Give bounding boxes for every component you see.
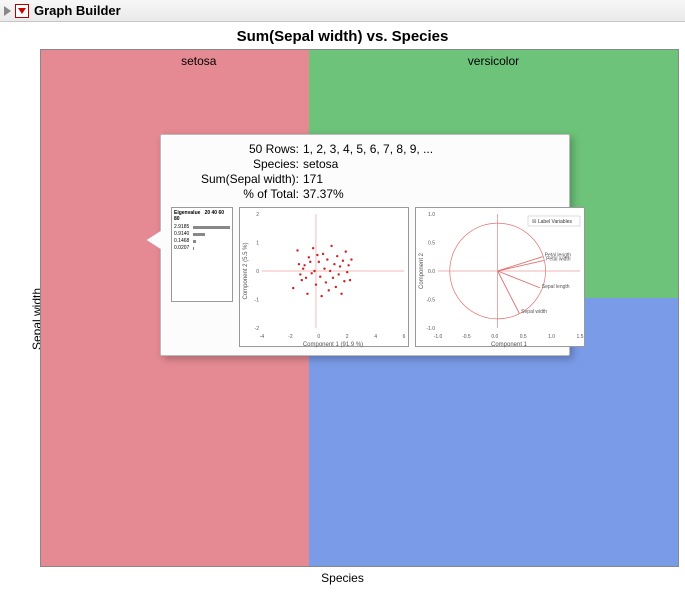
x-axis-label: Species bbox=[0, 571, 685, 585]
hover-row: 50 Rows:1, 2, 3, 4, 5, 6, 7, 8, 9, ... bbox=[171, 142, 559, 156]
svg-text:1.5: 1.5 bbox=[577, 334, 584, 340]
hover-val: 1, 2, 3, 4, 5, 6, 7, 8, 9, ... bbox=[303, 142, 433, 156]
hover-key: Species: bbox=[171, 157, 303, 171]
hover-thumbnails: Eigenvalue 20 40 60 802.91850.91400.1468… bbox=[171, 207, 559, 347]
svg-text:0: 0 bbox=[256, 269, 259, 275]
svg-text:Sepal length: Sepal length bbox=[542, 284, 570, 290]
eigenvalue-thumb: Eigenvalue 20 40 60 802.91850.91400.1468… bbox=[171, 207, 233, 302]
svg-text:2: 2 bbox=[346, 334, 349, 340]
svg-text:Component 1: Component 1 bbox=[491, 342, 528, 348]
hover-row: Sum(Sepal width):171 bbox=[171, 172, 559, 186]
svg-text:-0.5: -0.5 bbox=[426, 298, 435, 304]
svg-text:1.0: 1.0 bbox=[428, 212, 435, 218]
hover-key: % of Total: bbox=[171, 187, 303, 201]
svg-text:0.0: 0.0 bbox=[491, 334, 498, 340]
plot-area: Sepal width Species setosa versicolor 50 … bbox=[0, 49, 685, 589]
svg-text:-1: -1 bbox=[255, 298, 260, 304]
svg-text:-4: -4 bbox=[260, 334, 265, 340]
svg-text:1: 1 bbox=[256, 241, 259, 247]
hover-val: 37.37% bbox=[303, 187, 344, 201]
svg-text:1.0: 1.0 bbox=[548, 334, 555, 340]
svg-text:0.5: 0.5 bbox=[520, 334, 527, 340]
hover-tooltip: 50 Rows:1, 2, 3, 4, 5, 6, 7, 8, 9, ...Sp… bbox=[160, 134, 570, 356]
svg-text:-2: -2 bbox=[288, 334, 293, 340]
svg-text:Component 1 (91.9 %): Component 1 (91.9 %) bbox=[303, 342, 363, 348]
svg-text:6: 6 bbox=[403, 334, 406, 340]
hover-row: % of Total:37.37% bbox=[171, 187, 559, 201]
svg-text:-1.0: -1.0 bbox=[434, 334, 443, 340]
panel-header: Graph Builder bbox=[0, 0, 685, 22]
category-label: versicolor bbox=[468, 54, 519, 68]
hover-val: setosa bbox=[303, 157, 338, 171]
svg-text:-0.5: -0.5 bbox=[462, 334, 471, 340]
hotspot-menu-icon[interactable] bbox=[15, 4, 29, 18]
hover-key: Sum(Sepal width): bbox=[171, 172, 303, 186]
hover-val: 171 bbox=[303, 172, 323, 186]
svg-text:-2: -2 bbox=[255, 326, 260, 332]
svg-text:Sepal width: Sepal width bbox=[521, 309, 547, 315]
score-plot-thumb: -4-20246-2-1012Component 1 (91.9 %)Compo… bbox=[239, 207, 409, 347]
svg-text:Petal width: Petal width bbox=[546, 256, 571, 262]
category-label: setosa bbox=[181, 54, 216, 68]
svg-text:0.5: 0.5 bbox=[428, 241, 435, 247]
tooltip-arrow-icon bbox=[147, 231, 161, 249]
svg-text:2: 2 bbox=[256, 212, 259, 218]
svg-text:4: 4 bbox=[374, 334, 377, 340]
loading-plot-thumb: Petal lengthPetal widthSepal lengthSepal… bbox=[415, 207, 585, 347]
hover-key: 50 Rows: bbox=[171, 142, 303, 156]
svg-text:☒ Label Variables: ☒ Label Variables bbox=[532, 219, 572, 225]
svg-text:0: 0 bbox=[317, 334, 320, 340]
disclosure-triangle-icon[interactable] bbox=[4, 6, 11, 16]
svg-text:Component 2: Component 2 bbox=[419, 252, 425, 289]
svg-text:0.0: 0.0 bbox=[428, 269, 435, 275]
svg-text:-1.0: -1.0 bbox=[426, 326, 435, 332]
svg-text:Component 2 (5.5 %): Component 2 (5.5 %) bbox=[243, 242, 249, 299]
hover-row: Species:setosa bbox=[171, 157, 559, 171]
panel-title: Graph Builder bbox=[34, 3, 121, 18]
chart-title: Sum(Sepal width) vs. Species bbox=[0, 22, 685, 49]
